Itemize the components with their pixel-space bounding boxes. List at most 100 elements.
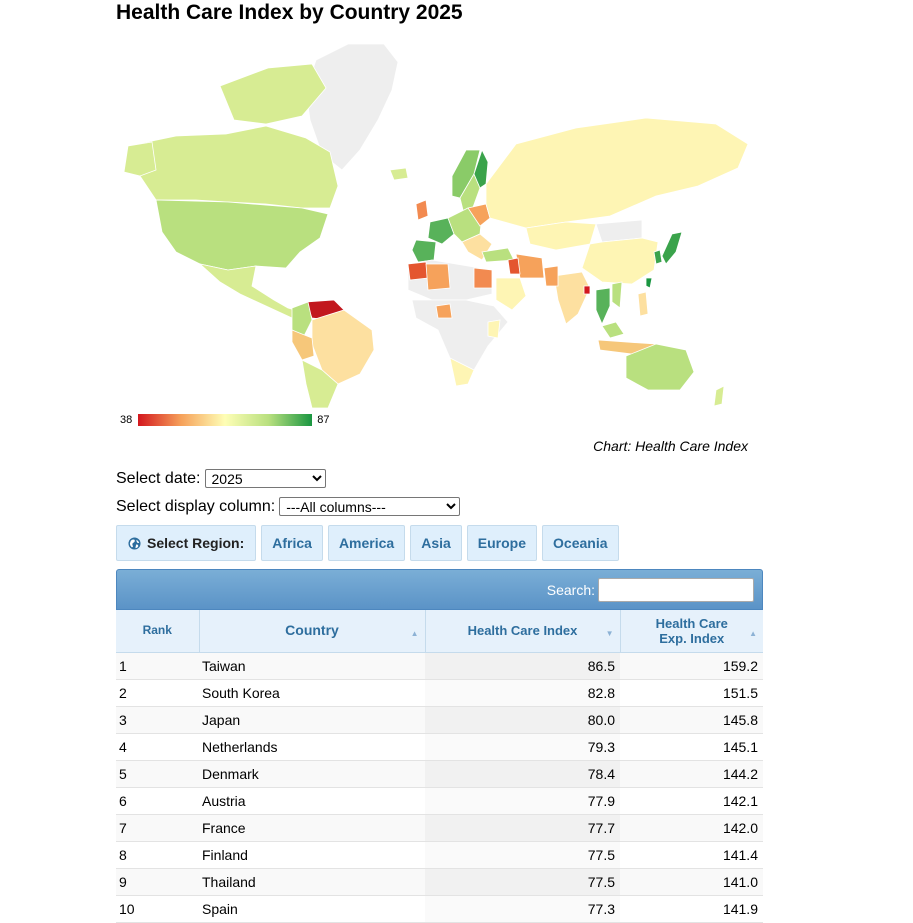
column-label: Select display column: <box>116 497 276 515</box>
rank-cell: 1 <box>116 652 199 680</box>
map-nigeria <box>435 303 453 319</box>
region-button-europe[interactable]: Europe <box>466 525 538 561</box>
rank-cell: 8 <box>116 841 199 869</box>
select-region-text: Select Region: <box>147 535 245 551</box>
country-cell: Japan <box>199 706 425 734</box>
health-care-exp-index-cell: 145.1 <box>620 733 763 761</box>
map-spain <box>411 239 437 263</box>
rank-cell: 10 <box>116 895 199 923</box>
header-country[interactable]: Country ▲ <box>198 610 425 653</box>
map-kenya <box>487 319 501 339</box>
color-legend: 38 87 <box>120 412 330 428</box>
rank-cell: 9 <box>116 868 199 896</box>
map-russia <box>485 117 749 229</box>
health-care-index-cell: 80.0 <box>425 706 620 734</box>
health-care-exp-index-cell: 159.2 <box>620 652 763 680</box>
health-care-index-cell: 79.3 <box>425 733 620 761</box>
header-hci-label: Health Care Index <box>467 623 578 639</box>
country-cell: South Korea <box>199 679 425 707</box>
region-button-asia[interactable]: Asia <box>410 525 462 561</box>
map-bangladesh <box>583 285 591 295</box>
legend-min: 38 <box>120 414 133 426</box>
table-row[interactable]: 3 Japan 80.0 145.8 <box>116 706 763 734</box>
map-thailand <box>595 287 611 325</box>
column-select[interactable]: ---All columns--- <box>279 497 461 516</box>
region-button-oceania[interactable]: Oceania <box>542 525 619 561</box>
country-cell: Austria <box>199 787 425 815</box>
map-india <box>553 271 591 325</box>
country-cell: Denmark <box>199 760 425 788</box>
health-care-exp-index-cell: 141.4 <box>620 841 763 869</box>
rank-cell: 5 <box>116 760 199 788</box>
map-egypt <box>473 267 493 289</box>
region-button-africa[interactable]: Africa <box>261 525 323 561</box>
rank-cell: 2 <box>116 679 199 707</box>
table-row[interactable]: 9 Thailand 77.5 141.0 <box>116 868 763 896</box>
country-cell: France <box>199 814 425 842</box>
table-row[interactable]: 6 Austria 77.9 142.1 <box>116 787 763 815</box>
health-care-exp-index-cell: 142.1 <box>620 787 763 815</box>
rank-cell: 3 <box>116 706 199 734</box>
world-map-chart: 38 87 Chart: Health Care Index <box>116 38 762 458</box>
country-cell: Netherlands <box>199 733 425 761</box>
rank-cell: 6 <box>116 787 199 815</box>
map-iceland <box>389 167 409 181</box>
health-care-exp-index-cell: 141.0 <box>620 868 763 896</box>
table-row[interactable]: 5 Denmark 78.4 144.2 <box>116 760 763 788</box>
map-malaysia <box>601 321 625 339</box>
map-australia <box>625 343 695 391</box>
map-pakistan <box>543 265 559 287</box>
world-map[interactable] <box>116 38 762 408</box>
table-row[interactable]: 1 Taiwan 86.5 159.2 <box>116 652 763 680</box>
map-vietnam <box>611 281 623 309</box>
chart-caption: Chart: Health Care Index <box>593 438 748 454</box>
select-region-label: Select Region: <box>116 525 257 561</box>
map-kazakhstan <box>525 221 597 251</box>
country-cell: Thailand <box>199 868 425 896</box>
map-morocco <box>407 261 429 281</box>
header-health-care-index[interactable]: Health Care Index ▼ <box>424 610 620 653</box>
health-care-exp-index-cell: 144.2 <box>620 760 763 788</box>
legend-max: 87 <box>317 414 330 426</box>
globe-icon <box>128 536 141 550</box>
sort-down-icon: ▼ <box>605 629 614 638</box>
search-input[interactable] <box>598 577 754 602</box>
table-row[interactable]: 2 South Korea 82.8 151.5 <box>116 679 763 707</box>
health-care-index-cell: 77.5 <box>425 868 620 896</box>
map-south-africa <box>449 357 475 387</box>
table-row[interactable]: 7 France 77.7 142.0 <box>116 814 763 842</box>
legend-gradient <box>138 414 313 426</box>
map-peru <box>291 329 315 361</box>
map-south-korea <box>653 249 663 265</box>
header-health-care-exp-index[interactable]: Health Care Exp. Index ▲ <box>619 610 763 653</box>
map-uk <box>415 199 429 221</box>
table-body: 1 Taiwan 86.5 159.2 2 South Korea 82.8 151.5 3 Ja… <box>116 652 763 923</box>
map-finland <box>473 148 489 189</box>
date-select[interactable]: 2025 <box>204 469 326 488</box>
sort-up-icon: ▲ <box>410 629 419 638</box>
map-new-zealand <box>713 385 725 407</box>
region-selector: Select Region: Africa America Asia Europ… <box>116 525 619 561</box>
map-taiwan <box>645 277 653 289</box>
map-canada-arctic <box>219 63 327 125</box>
table-row[interactable]: 8 Finland 77.5 141.4 <box>116 841 763 869</box>
health-care-exp-index-cell: 151.5 <box>620 679 763 707</box>
sort-up-icon: ▲ <box>749 629 757 638</box>
map-iraq <box>507 257 521 275</box>
map-japan <box>661 231 683 265</box>
map-mexico <box>198 263 303 319</box>
table-row[interactable]: 4 Netherlands 79.3 145.1 <box>116 733 763 761</box>
map-china <box>581 237 659 285</box>
map-alaska <box>123 141 157 177</box>
region-button-america[interactable]: America <box>327 525 406 561</box>
health-care-exp-index-cell: 142.0 <box>620 814 763 842</box>
health-care-index-cell: 77.3 <box>425 895 620 923</box>
search-label: Search: <box>546 581 595 598</box>
table-toolbar: Search: <box>116 569 763 610</box>
map-france <box>427 217 455 245</box>
ranking-table: Rank Country ▲ Health Care Index ▼ Health … <box>116 610 763 923</box>
map-greenland <box>305 43 399 171</box>
column-control: Select display column: ---All columns--- <box>116 497 461 516</box>
table-row[interactable]: 10 Spain 77.3 141.9 <box>116 895 763 923</box>
header-rank[interactable]: Rank <box>116 610 199 653</box>
